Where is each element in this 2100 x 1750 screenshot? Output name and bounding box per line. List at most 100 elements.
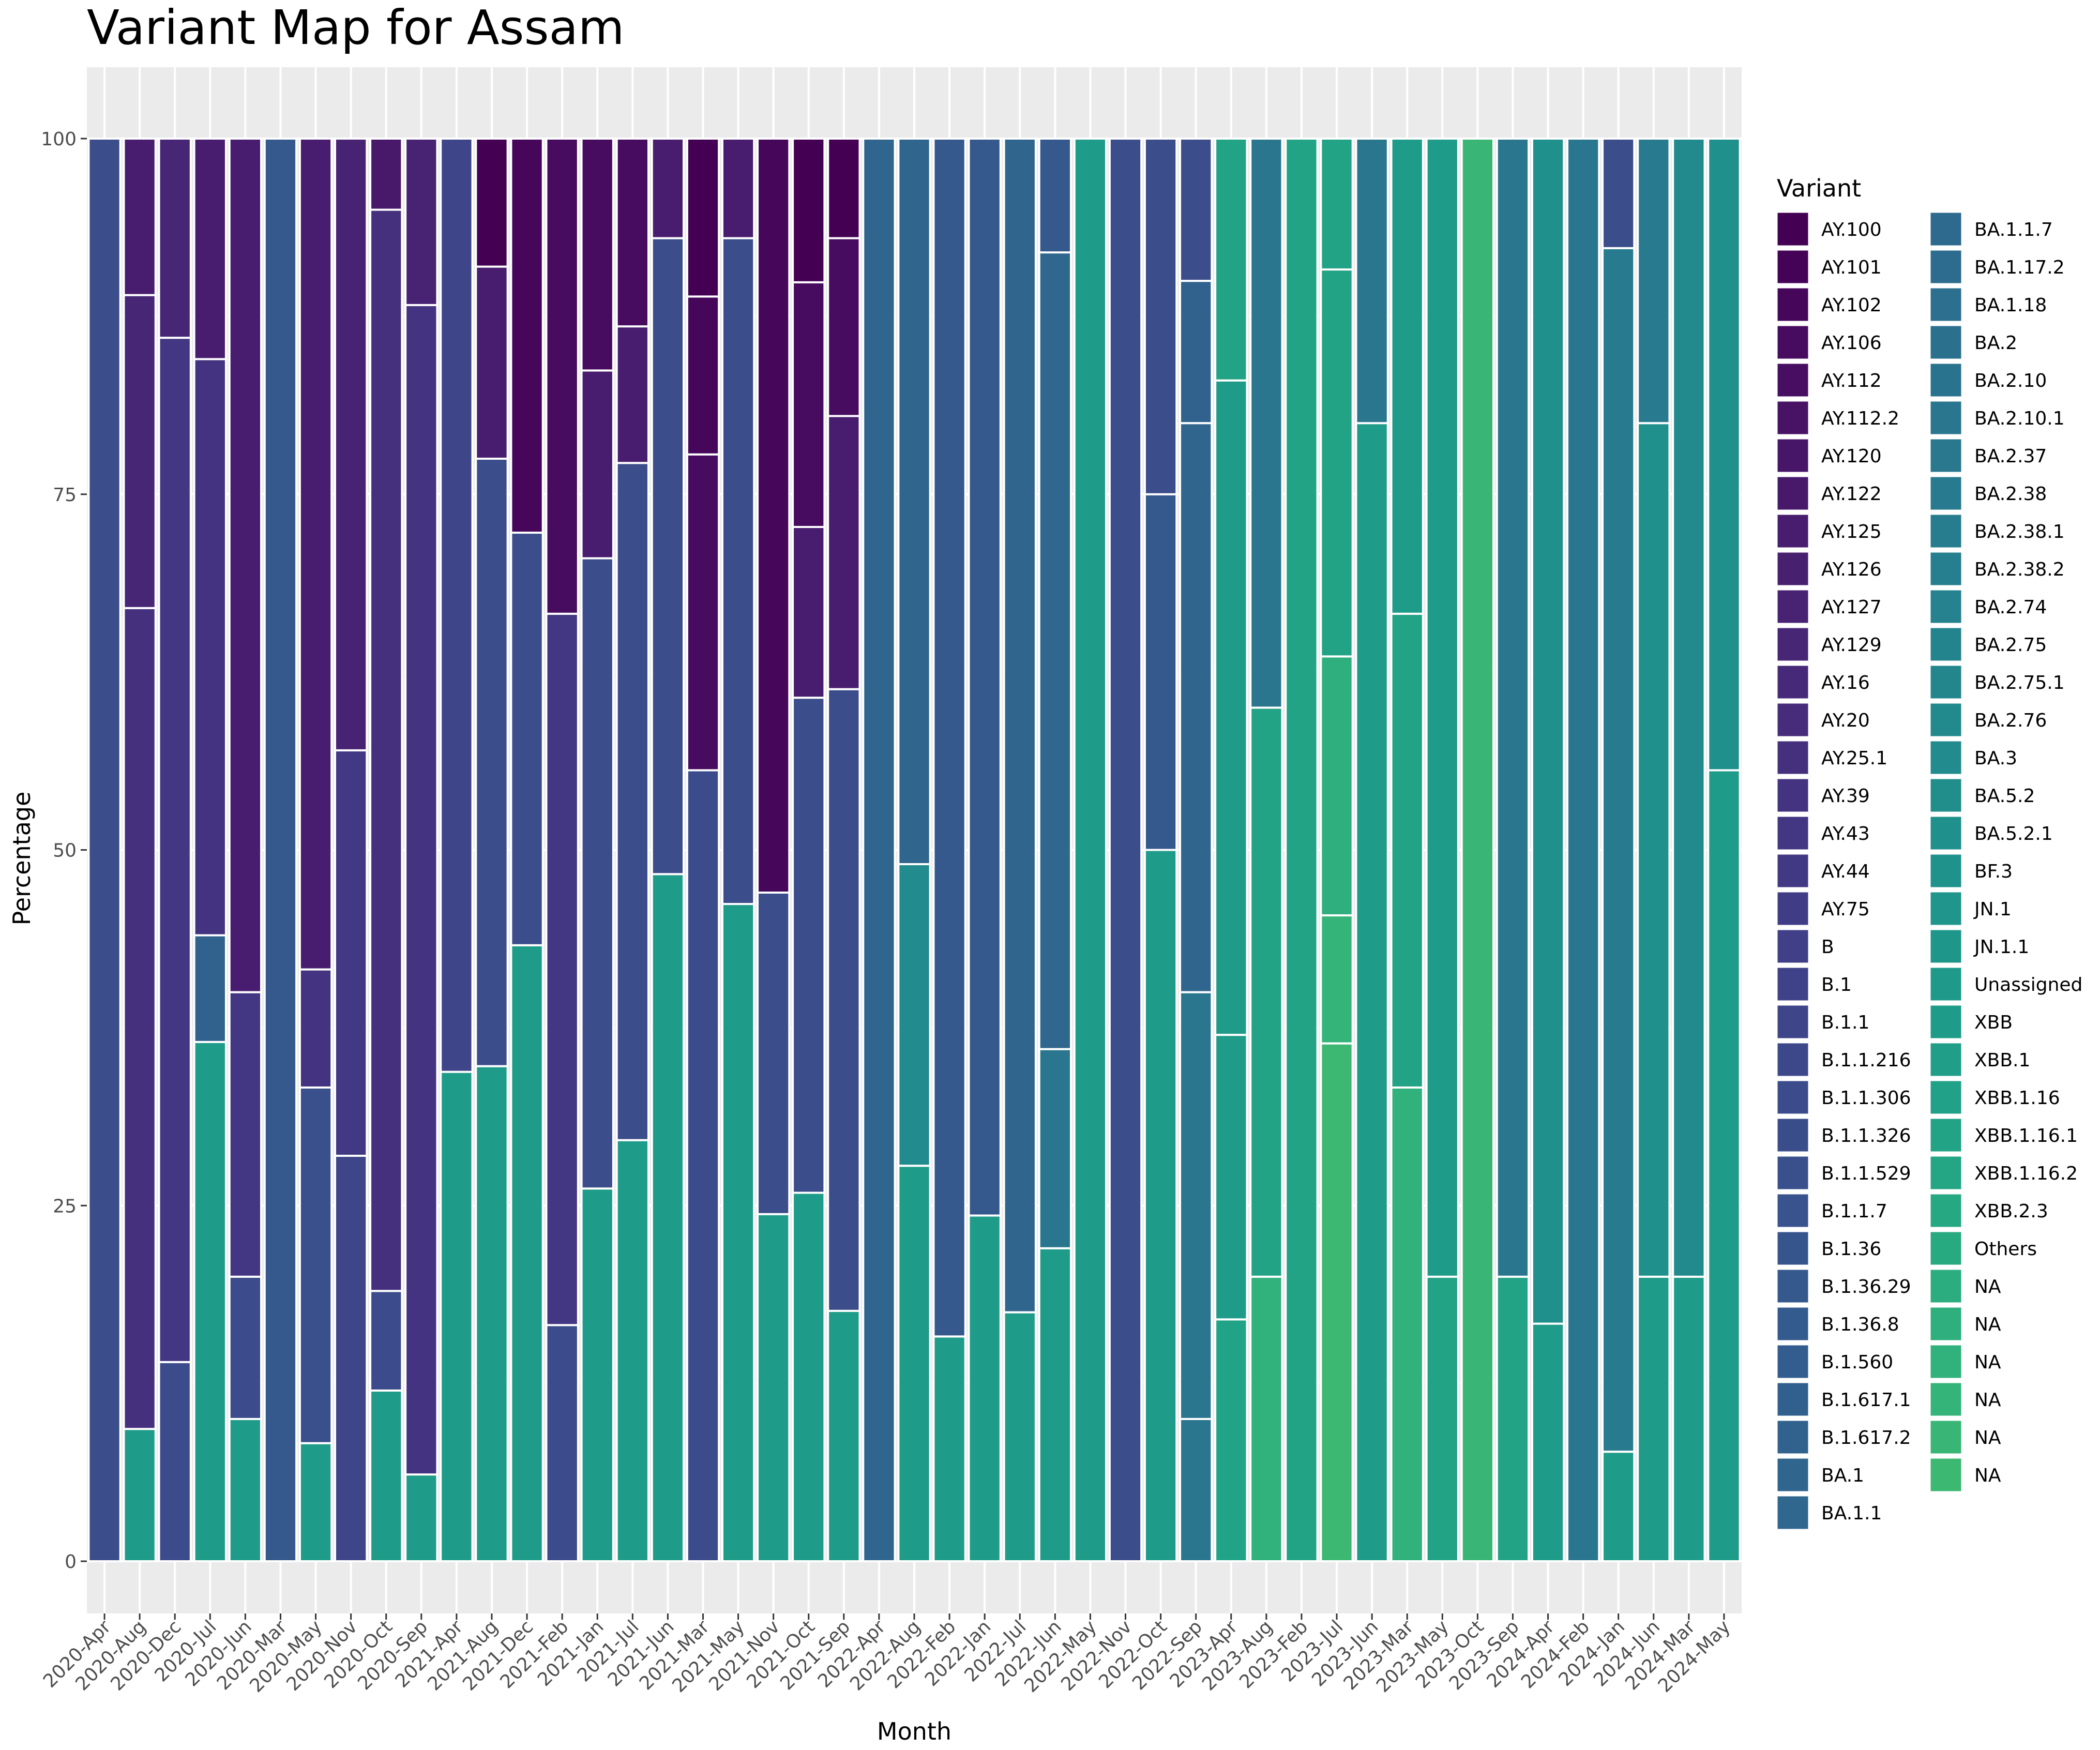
legend-label: NA	[1974, 1465, 2001, 1486]
bar-segment	[792, 526, 826, 699]
bar-segment	[475, 138, 509, 268]
legend-key	[1929, 324, 1963, 360]
legend-item: AY.43	[1776, 815, 1870, 851]
legend-key	[1776, 928, 1810, 964]
legend-label: NA	[1974, 1276, 2001, 1298]
legend-key	[1776, 286, 1810, 323]
bar-segment	[1320, 655, 1354, 917]
bar-segment	[298, 1086, 333, 1444]
legend-key	[1929, 475, 1963, 511]
legend-item: AY.75	[1776, 891, 1870, 927]
bar-segment	[1672, 1275, 1706, 1563]
legend-label: B.1.36.8	[1821, 1314, 1899, 1335]
legend-label: B.1.1.7	[1821, 1201, 1887, 1222]
y-tick-label: 25	[53, 1196, 77, 1217]
bar-2024-Jan	[1602, 138, 1636, 1563]
bar-2020-May	[298, 138, 333, 1562]
legend-key	[1776, 1004, 1810, 1040]
bar-segment	[510, 138, 544, 534]
legend-item: AY.122	[1776, 475, 1882, 511]
bar-2022-Apr	[862, 138, 896, 1562]
bar-segment	[757, 1213, 791, 1563]
y-axis: 0 25 50 75 100	[41, 129, 87, 1573]
bar-segment	[615, 1139, 649, 1563]
bar-segment	[932, 138, 966, 1338]
legend-item: BA.2.75.1	[1929, 664, 2065, 700]
legend-item: AY.16	[1776, 664, 1870, 700]
legend-label: AY.25.1	[1821, 748, 1887, 769]
legend-item: BA.1.17.2	[1929, 249, 2065, 285]
bar-segment	[334, 1154, 368, 1563]
legend-label: XBB	[1974, 1012, 2013, 1033]
legend-key	[1776, 249, 1810, 285]
legend-item: BA.2.76	[1929, 702, 2047, 738]
bar-2021-Aug	[475, 138, 509, 1563]
legend-label: JN.1.1	[1973, 937, 2029, 958]
legend-item: NA	[1929, 1306, 2001, 1342]
bar-segment	[123, 607, 157, 1430]
legend-key	[1776, 513, 1810, 549]
bar-2020-Jun	[228, 138, 263, 1562]
legend-item: BA.1.1	[1776, 1495, 1882, 1531]
bar-segment	[510, 532, 544, 946]
legend-key	[1776, 1495, 1810, 1531]
legend-item: AY.100	[1776, 211, 1882, 247]
bar-segment	[968, 1214, 1002, 1563]
bar-segment	[404, 138, 439, 306]
bar-segment	[263, 138, 298, 1562]
bar-segment	[615, 325, 649, 464]
bar-segment	[580, 369, 614, 560]
bar-2023-Aug	[1249, 138, 1283, 1563]
bar-2021-Sep	[827, 138, 861, 1562]
bar-segment	[897, 1165, 931, 1562]
legend-label: AY.127	[1821, 597, 1882, 618]
bar-2022-Aug	[897, 138, 931, 1562]
bar-segment	[1143, 493, 1178, 851]
bar-2020-Jul	[193, 138, 227, 1562]
legend-key	[1929, 513, 1963, 549]
legend-key	[1929, 400, 1963, 436]
bar-segment	[1214, 1318, 1248, 1563]
legend-item: B.1.36.8	[1776, 1306, 1899, 1342]
bar-segment	[1320, 268, 1354, 658]
bar-segment	[1637, 138, 1671, 425]
bar-segment	[686, 138, 720, 298]
bar-segment	[1637, 1275, 1671, 1563]
bar-segment	[1495, 1275, 1530, 1563]
bar-segment	[1602, 1451, 1636, 1563]
bar-segment	[298, 968, 333, 1089]
bar-segment	[1285, 138, 1319, 1562]
legend-key	[1776, 362, 1810, 398]
legend-label: B.1.1.216	[1821, 1050, 1911, 1071]
legend-item: BA.5.2	[1929, 777, 2035, 813]
bar-segment	[1038, 138, 1072, 254]
legend-title: Variant	[1777, 174, 1861, 202]
y-tick-label: 0	[65, 1551, 77, 1573]
legend-label: BA.1.18	[1974, 295, 2047, 316]
legend-item: XBB.2.3	[1929, 1193, 2048, 1229]
bar-segment	[510, 944, 544, 1562]
legend-label: XBB.1	[1974, 1050, 2030, 1071]
bar-2021-Feb	[545, 138, 579, 1562]
legend-key	[1929, 589, 1963, 625]
legend-item: AY.101	[1776, 249, 1882, 285]
legend-item: BA.2.38.1	[1929, 513, 2065, 549]
legend-label: B	[1821, 937, 1834, 958]
legend-label: BA.2.74	[1974, 597, 2047, 618]
legend-label: XBB.1.16	[1974, 1088, 2060, 1109]
bar-2023-Oct	[1460, 138, 1494, 1562]
legend-item: B.1	[1776, 966, 1852, 1002]
legend-label: BA.3	[1974, 748, 2017, 769]
legend-item: B.1.560	[1776, 1344, 1893, 1380]
legend-key	[1776, 1230, 1810, 1266]
legend-key	[1776, 1155, 1810, 1191]
legend-key	[1929, 1268, 1963, 1304]
bar-segment	[1249, 138, 1283, 709]
legend-label: BA.2	[1974, 333, 2017, 354]
legend-label: AY.100	[1821, 219, 1882, 240]
bar-segment	[1707, 138, 1741, 772]
bar-segment	[1038, 1048, 1072, 1249]
bar-segment	[792, 281, 826, 529]
bar-2021-Dec	[510, 138, 544, 1562]
bar-segment	[1320, 138, 1354, 271]
